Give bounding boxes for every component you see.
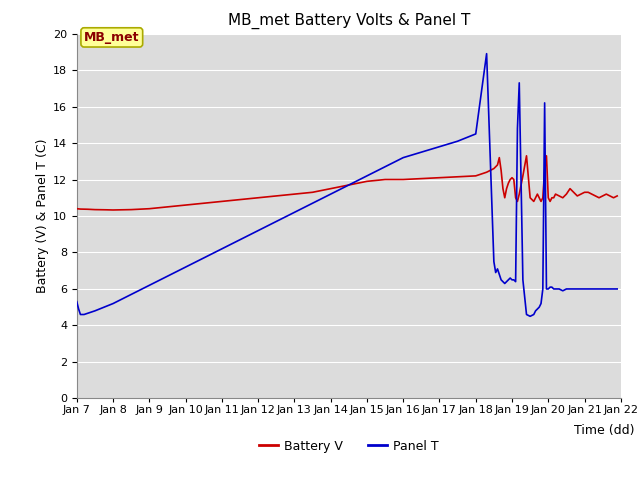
Legend: Battery V, Panel T: Battery V, Panel T <box>254 435 444 458</box>
Text: MB_met: MB_met <box>84 31 140 44</box>
Title: MB_met Battery Volts & Panel T: MB_met Battery Volts & Panel T <box>228 13 470 29</box>
Y-axis label: Battery (V) & Panel T (C): Battery (V) & Panel T (C) <box>36 139 49 293</box>
X-axis label: Time (dd): Time (dd) <box>574 424 635 437</box>
